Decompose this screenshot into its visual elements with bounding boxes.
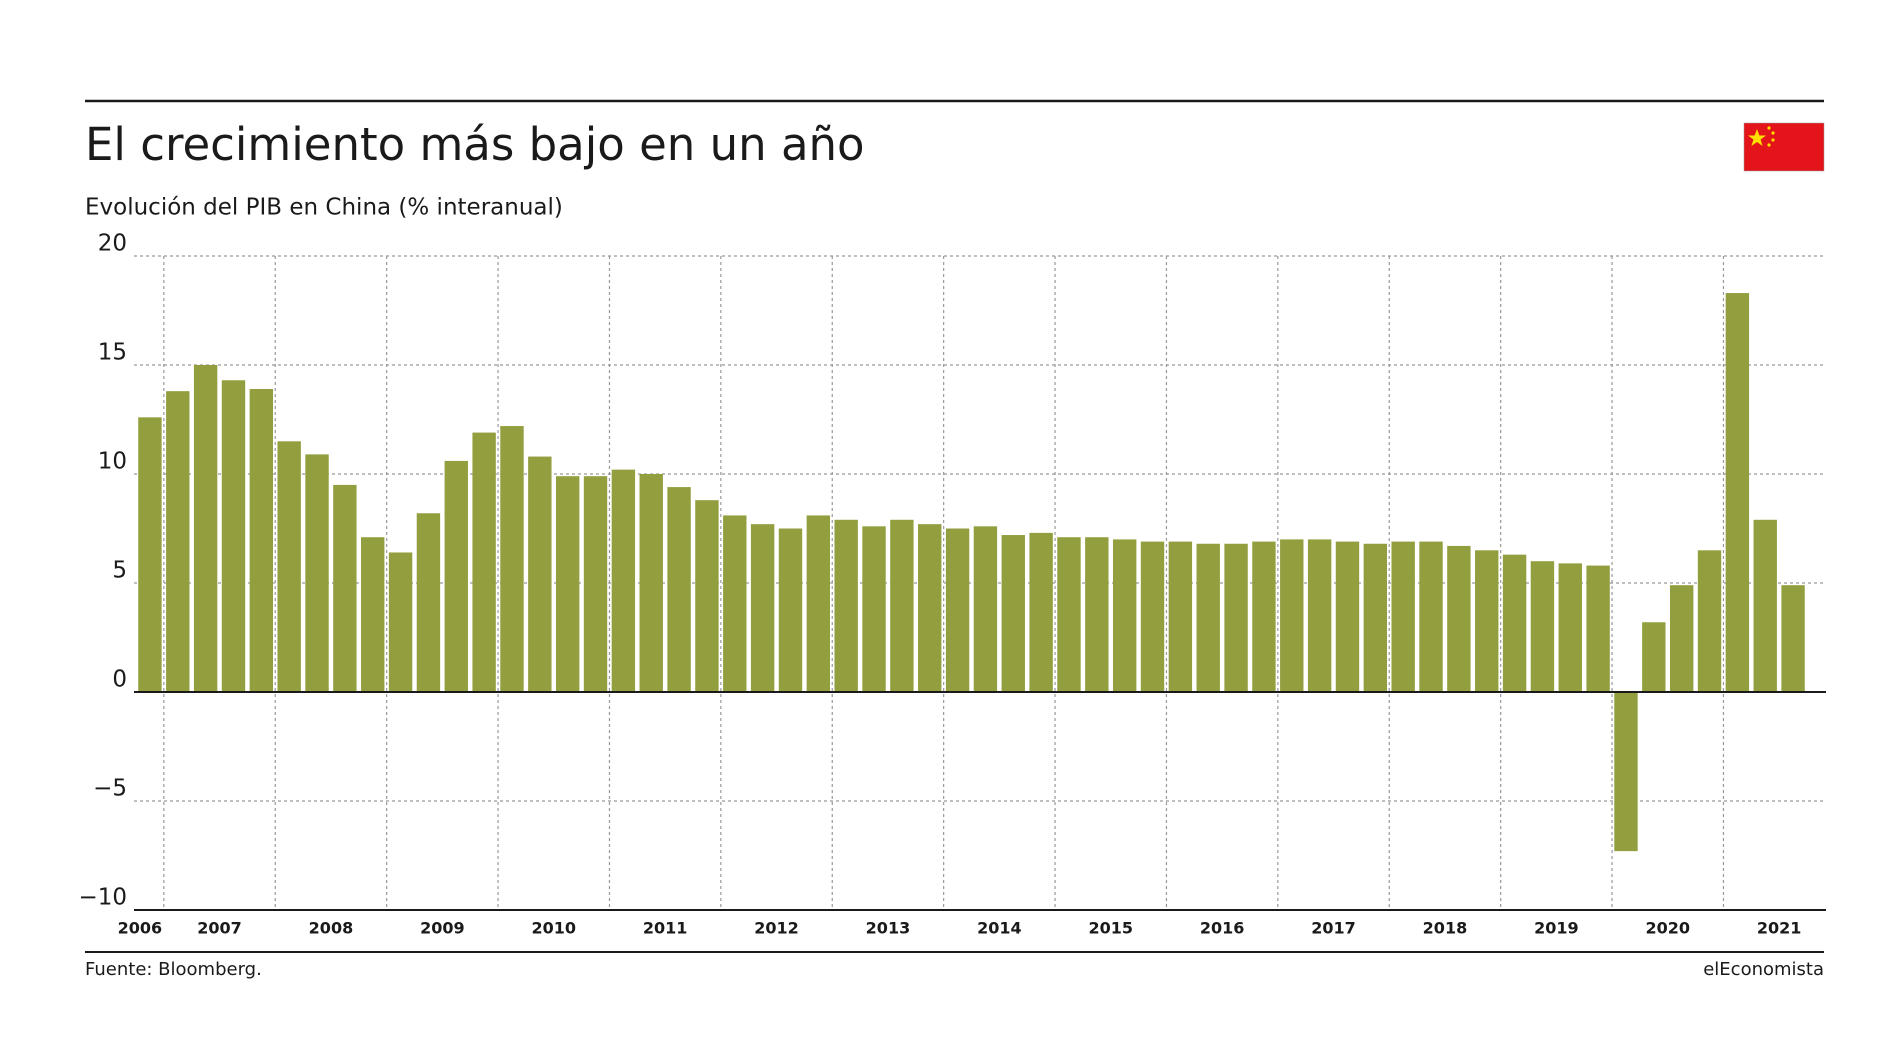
bar — [1196, 543, 1220, 692]
bar — [611, 469, 636, 692]
bar — [1001, 535, 1025, 692]
bar — [138, 417, 162, 692]
bar — [778, 528, 803, 692]
y-tick-label: 0 — [112, 667, 127, 693]
x-tick-label: 2012 — [754, 919, 799, 938]
bar — [1140, 541, 1165, 692]
bar — [1530, 561, 1555, 692]
bar — [1475, 550, 1499, 692]
bar — [1586, 565, 1610, 692]
bar — [1697, 550, 1722, 692]
bar — [1558, 563, 1582, 692]
y-tick-label: −10 — [78, 885, 127, 911]
bar — [583, 476, 608, 692]
bar — [500, 426, 524, 692]
bar — [1085, 537, 1109, 692]
x-tick-label: 2009 — [420, 919, 465, 938]
x-tick-label: 2019 — [1534, 919, 1579, 938]
y-tick-label: 15 — [98, 340, 127, 366]
bar — [1614, 692, 1638, 852]
bar — [945, 528, 970, 692]
bar — [1363, 543, 1388, 692]
chart-title: El crecimiento más bajo en un año — [85, 118, 865, 171]
bar — [750, 524, 775, 692]
bar — [806, 515, 831, 692]
bar — [1669, 585, 1694, 692]
chart-subtitle: Evolución del PIB en China (% interanual… — [85, 195, 563, 221]
bar — [1224, 543, 1248, 692]
x-tick-label: 2006 — [118, 919, 163, 938]
bar — [862, 526, 886, 692]
bar — [277, 441, 301, 692]
x-tick-label: 2014 — [977, 919, 1022, 938]
bar — [1112, 539, 1137, 692]
bar — [221, 380, 246, 692]
x-tick-label: 2008 — [309, 919, 354, 938]
bar — [1280, 539, 1304, 692]
x-tick-label: 2013 — [866, 919, 911, 938]
bar — [1335, 541, 1360, 692]
y-tick-label: −5 — [93, 776, 127, 802]
y-tick-label: 5 — [112, 558, 127, 584]
bar — [1725, 293, 1750, 692]
x-tick-label: 2016 — [1200, 919, 1245, 938]
x-tick-label: 2021 — [1757, 919, 1802, 938]
bar — [1753, 519, 1777, 692]
source: Fuente: Bloomberg. — [85, 959, 262, 980]
bar — [667, 487, 691, 692]
bar — [249, 388, 274, 692]
bar — [166, 391, 190, 692]
bar — [918, 524, 942, 692]
bar — [305, 454, 329, 692]
bar — [1419, 541, 1443, 692]
bar — [444, 460, 468, 692]
bar — [1029, 532, 1053, 692]
bar — [639, 474, 663, 692]
bar — [555, 476, 580, 692]
y-tick-label: 20 — [98, 231, 127, 257]
bar — [361, 537, 385, 692]
bar — [528, 456, 552, 692]
x-tick-label: 2020 — [1645, 919, 1690, 938]
bar — [333, 484, 357, 692]
bar — [1307, 539, 1332, 692]
bar — [973, 526, 998, 692]
x-tick-label: 2010 — [531, 919, 576, 938]
bar — [890, 519, 914, 692]
brand: elEconomista — [1703, 959, 1824, 980]
bar — [388, 552, 413, 692]
x-tick-label: 2007 — [197, 919, 242, 938]
x-tick-label: 2018 — [1423, 919, 1468, 938]
x-tick-label: 2017 — [1311, 919, 1356, 938]
bar — [472, 432, 496, 692]
bar — [1391, 541, 1415, 692]
bar — [1168, 541, 1193, 692]
flag — [1743, 122, 1825, 172]
bar — [1642, 622, 1666, 692]
x-tick-label: 2015 — [1088, 919, 1133, 938]
bar — [193, 365, 218, 692]
bar — [834, 519, 858, 692]
bar — [1252, 541, 1276, 692]
bar — [695, 500, 719, 692]
bar — [1502, 554, 1527, 692]
x-tick-label: 2011 — [643, 919, 688, 938]
bar — [1781, 585, 1805, 692]
bar — [723, 515, 747, 692]
bar — [416, 513, 441, 692]
bar — [1447, 545, 1471, 692]
bar — [1057, 537, 1081, 692]
y-tick-label: 10 — [98, 449, 127, 475]
